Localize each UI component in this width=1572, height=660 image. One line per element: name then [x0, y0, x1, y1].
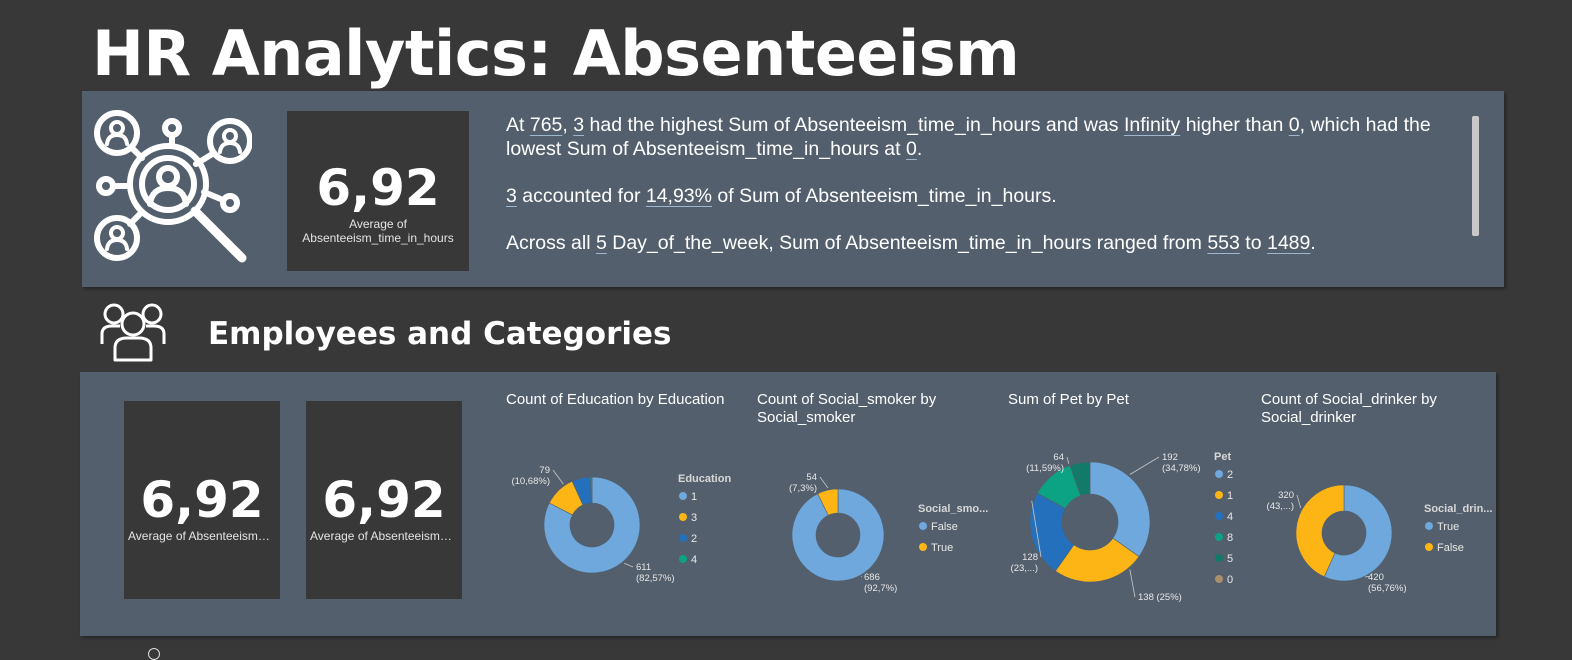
data-label: 686	[864, 572, 880, 583]
data-label: 611	[636, 562, 651, 573]
average-absenteeism-card[interactable]: 6,92 Average of Absenteeism_time_in...	[124, 401, 280, 599]
insights-scrollbar[interactable]	[1472, 116, 1479, 236]
legend-marker	[679, 555, 687, 563]
education-donut-chart[interactable]: 611(82,57%) 79(10,68%) Education 1 3 2 4	[500, 440, 750, 610]
leader-line	[1364, 575, 1370, 578]
data-label: 128	[1022, 552, 1038, 563]
employees-group-icon	[100, 303, 166, 362]
average-absenteeism-card[interactable]: 6,92 Average of Absenteeism_time_in...	[306, 401, 462, 599]
leader-line	[1066, 456, 1070, 464]
legend-marker	[1215, 575, 1223, 583]
leader-line	[819, 476, 829, 489]
legend-marker	[1215, 512, 1223, 520]
legend-item-4[interactable]: 4	[691, 554, 697, 566]
legend-item-2[interactable]: 2	[1227, 469, 1233, 481]
network-search-people-icon	[94, 110, 252, 263]
legend-title: Education	[678, 473, 731, 485]
legend-marker	[679, 513, 687, 521]
leader-line	[1296, 494, 1302, 509]
data-label: 79	[539, 465, 550, 476]
legend-item-4[interactable]: 4	[1227, 511, 1233, 523]
data-label: 320	[1278, 490, 1294, 501]
legend-marker	[1215, 554, 1223, 562]
legend-item-True[interactable]: True	[1437, 521, 1459, 533]
legend-marker	[679, 534, 687, 542]
insight-paragraph-1: At 765, 3 had the highest Sum of Absente…	[506, 114, 1431, 160]
slice-False[interactable]	[1295, 484, 1345, 578]
data-label: 192	[1162, 452, 1178, 463]
data-label: 138 (25%)	[1138, 592, 1182, 603]
legend-item-0[interactable]: 0	[1227, 574, 1233, 586]
kpi-label: Average of Absenteeism_time_in_hours	[302, 217, 454, 245]
legend-marker	[679, 492, 687, 500]
leader-line	[552, 469, 564, 485]
legend-item-1[interactable]: 1	[1227, 490, 1233, 502]
legend-marker	[1215, 491, 1223, 499]
legend-marker	[919, 543, 927, 551]
education-chart-title: Count of Education by Education	[506, 391, 725, 408]
leader-line	[1129, 456, 1160, 475]
slice-True[interactable]	[817, 488, 839, 516]
data-label: 420	[1368, 572, 1384, 583]
legend-title: Social_drin...	[1424, 503, 1492, 515]
legend-item-True[interactable]: True	[931, 542, 953, 554]
pet-chart-title: Sum of Pet by Pet	[1008, 391, 1129, 408]
data-label: (11,59%)	[1026, 463, 1064, 474]
legend-item-False[interactable]: False	[1437, 542, 1464, 554]
data-label: (7,3%)	[789, 483, 817, 494]
data-label: (56,76%)	[1368, 583, 1407, 594]
legend-item-8[interactable]: 8	[1227, 532, 1233, 544]
kpi-label: Average of Absenteeism_time_in...	[310, 529, 462, 543]
insight-paragraph-3: Across all 5 Day_of_the_week, Sum of Abs…	[506, 232, 1316, 254]
smoker-donut-chart[interactable]: 686(92,7%) 54(7,3%) Social_smo... False True	[752, 440, 1002, 610]
slice-2[interactable]	[1089, 461, 1151, 558]
leader-line	[1129, 569, 1136, 598]
average-absenteeism-card[interactable]: 6,92 Average of Absenteeism_time_in_hour…	[287, 111, 469, 271]
slice-4[interactable]	[590, 476, 593, 504]
legend-item-3[interactable]: 3	[691, 512, 697, 524]
legend-item-2[interactable]: 2	[691, 533, 697, 545]
kpi-value: 6,92	[322, 471, 446, 529]
slice-1[interactable]	[1054, 537, 1140, 583]
slice-5[interactable]	[1069, 461, 1091, 496]
legend-title: Pet	[1214, 451, 1231, 463]
data-label: (82,57%)	[636, 573, 675, 584]
legend-marker	[1215, 533, 1223, 541]
legend-item-5[interactable]: 5	[1227, 553, 1233, 565]
legend-marker	[1215, 470, 1223, 478]
data-label: (10,68%)	[511, 476, 550, 487]
legend-marker	[1425, 522, 1433, 530]
data-label: 64	[1053, 452, 1064, 463]
legend-title: Social_smo...	[918, 503, 988, 515]
data-label: (43,...)	[1267, 501, 1294, 512]
data-label: (92,7%)	[864, 583, 897, 594]
data-label: (34,78%)	[1162, 463, 1201, 474]
legend-item-False[interactable]: False	[931, 521, 958, 533]
slice-1[interactable]	[543, 476, 641, 574]
insight-paragraph-2: 3 accounted for 14,93% of Sum of Absente…	[506, 185, 1057, 207]
pet-donut-chart[interactable]: 192(34,78%)138 (25%)128(23,...)64(11,59%…	[1004, 440, 1254, 610]
leader-line	[623, 562, 634, 568]
legend-marker	[919, 522, 927, 530]
data-label: (23,...)	[1011, 563, 1038, 574]
data-label: 54	[806, 472, 817, 483]
kpi-value: 6,92	[316, 159, 440, 217]
leader-line	[1031, 500, 1042, 558]
page-title: HR Analytics: Absenteeism	[92, 17, 1020, 90]
kpi-value: 6,92	[140, 471, 264, 529]
drinker-donut-chart[interactable]: 420(56,76%) 320(43,...) Social_drin... True…	[1256, 440, 1496, 610]
legend-item-1[interactable]: 1	[691, 491, 697, 503]
drinker-chart-title: Count of Social_drinker by Social_drinke…	[1261, 391, 1437, 426]
smart-narrative[interactable]: At 765, 3 had the highest Sum of Absente…	[506, 113, 1466, 278]
slice-True[interactable]	[1323, 484, 1393, 582]
legend-marker	[1425, 543, 1433, 551]
footer-icon	[148, 648, 160, 660]
kpi-label: Average of Absenteeism_time_in...	[128, 529, 280, 543]
section-title: Employees and Categories	[208, 316, 672, 352]
smoker-chart-title: Count of Social_smoker by Social_smoker	[757, 391, 937, 426]
slice-False[interactable]	[791, 488, 885, 582]
